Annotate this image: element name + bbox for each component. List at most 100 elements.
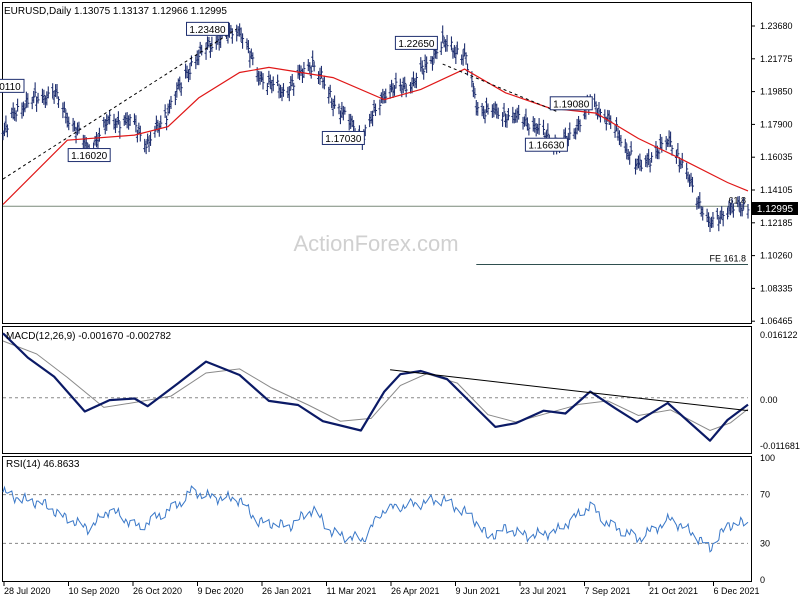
ohlc-bar xyxy=(721,211,725,227)
macd-layer xyxy=(2,332,749,442)
ohlc-bar xyxy=(698,192,702,209)
rsi-y-tick-label: 100 xyxy=(760,453,775,463)
rsi-panel-title: RSI(14) 46.8633 xyxy=(6,459,80,470)
ohlc-bar xyxy=(32,90,36,104)
ohlc-bar xyxy=(290,73,294,87)
ohlc-bar xyxy=(271,76,275,92)
ohlc-bar xyxy=(337,103,341,115)
macd-y-tick-label: -0.011681 xyxy=(760,441,800,451)
price-label: 1.16020 xyxy=(67,148,111,163)
level-label: FE 161.8 xyxy=(709,253,746,263)
ohlc-bar xyxy=(541,119,545,136)
ohlc-bar xyxy=(517,104,521,120)
ohlc-bar xyxy=(144,140,148,155)
y-tick-label: 1.19850 xyxy=(760,87,793,97)
ohlc-bar xyxy=(261,73,265,90)
ohlc-bar xyxy=(197,49,201,66)
ohlc-bar xyxy=(740,204,744,217)
ohlc-bar xyxy=(746,203,750,219)
rsi-line xyxy=(2,485,749,553)
ohlc-bar xyxy=(647,148,651,166)
ohlc-bar xyxy=(97,127,101,142)
ohlc-bar xyxy=(726,207,730,220)
ohlc-bar xyxy=(384,88,388,104)
ohlc-bar xyxy=(46,86,50,99)
x-tick-label: 26 Oct 2020 xyxy=(133,586,182,596)
ohlc-bar xyxy=(731,203,735,218)
svg-text:1.16630: 1.16630 xyxy=(528,141,565,152)
ohlc-bar xyxy=(374,103,377,116)
ohlc-bar xyxy=(241,33,245,49)
ohlc-bar xyxy=(153,125,157,138)
ohlc-bar xyxy=(476,101,480,116)
x-tick-label: 26 Jan 2021 xyxy=(262,586,312,596)
trendline xyxy=(442,63,557,112)
ohlc-bar xyxy=(352,120,356,134)
ohlc-bar xyxy=(525,117,529,131)
macd-y-tick-label: 0.016122 xyxy=(760,330,798,340)
ohlc-bar xyxy=(711,211,715,228)
x-tick-label: 11 Mar 2021 xyxy=(327,586,377,596)
ohlc-bar xyxy=(471,82,475,98)
ohlc-bar xyxy=(669,131,673,147)
ohlc-bar xyxy=(502,102,506,117)
ohlc-bar xyxy=(701,206,705,221)
ohlc-bar xyxy=(648,160,652,173)
y-tick-label: 1.16035 xyxy=(760,152,793,162)
ohlc-bar xyxy=(116,111,120,125)
moving-average-line xyxy=(2,66,749,205)
ohlc-bar xyxy=(281,83,285,97)
ohlc-bar xyxy=(309,65,313,79)
ohlc-bar xyxy=(629,141,633,155)
ohlc-bar xyxy=(287,86,291,102)
ohlc-bar xyxy=(165,115,169,131)
macd-panel-frame xyxy=(2,326,752,454)
ohlc-bar xyxy=(23,103,27,113)
ohlc-bar xyxy=(619,134,623,147)
ohlc-bar xyxy=(55,84,59,99)
ohlc-bar xyxy=(328,84,332,98)
ohlc-bar xyxy=(179,82,183,96)
price-label: 1.22650 xyxy=(394,35,438,50)
ohlc-bar xyxy=(657,149,661,160)
ohlc-bar xyxy=(568,122,572,140)
ohlc-bar xyxy=(251,52,255,66)
ohlc-bar xyxy=(414,72,418,89)
ohlc-bar xyxy=(439,41,443,55)
ohlc-bar xyxy=(445,34,449,52)
ohlc-bar xyxy=(486,103,490,115)
ohlc-bar xyxy=(546,123,550,138)
ohlc-bar xyxy=(36,92,40,104)
ohlc-bar xyxy=(57,96,61,108)
ohlc-bar xyxy=(159,115,163,129)
ohlc-bar xyxy=(16,98,20,112)
ohlc-bar xyxy=(422,68,426,80)
price-label: 1.20110 xyxy=(0,78,25,93)
ohlc-bar xyxy=(343,106,347,115)
ohlc-bar xyxy=(371,110,375,127)
ohlc-bar xyxy=(623,138,627,154)
ohlc-bar xyxy=(685,162,689,180)
rsi-layer xyxy=(2,485,749,553)
current-price-label: 1.12995 xyxy=(757,204,794,215)
svg-text:1.16020: 1.16020 xyxy=(71,151,108,162)
macd-trendline xyxy=(390,369,749,412)
y-tick-label: 1.12185 xyxy=(760,218,793,228)
ohlc-bar xyxy=(5,124,9,138)
ohlc-bar xyxy=(105,114,109,131)
ohlc-bar xyxy=(14,110,18,122)
x-tick-label: 7 Sep 2021 xyxy=(585,586,631,596)
axis-layer: 1.23680 1.21775 1.19850 1.17900 1.16035 1.141… xyxy=(3,21,800,596)
ohlc-bar xyxy=(394,72,398,89)
y-tick-label: 1.06465 xyxy=(760,316,793,326)
macd-y-tick-label: 0.00 xyxy=(760,395,778,405)
ohlc-bar xyxy=(639,159,643,172)
ohlc-bar xyxy=(715,208,719,220)
ohlc-bar xyxy=(311,50,315,68)
ohlc-bar xyxy=(742,197,746,210)
ohlc-bar xyxy=(378,99,382,116)
y-tick-label: 1.21775 xyxy=(760,54,793,64)
macd-signal-line xyxy=(2,340,749,432)
ohlc-bar xyxy=(537,118,541,135)
